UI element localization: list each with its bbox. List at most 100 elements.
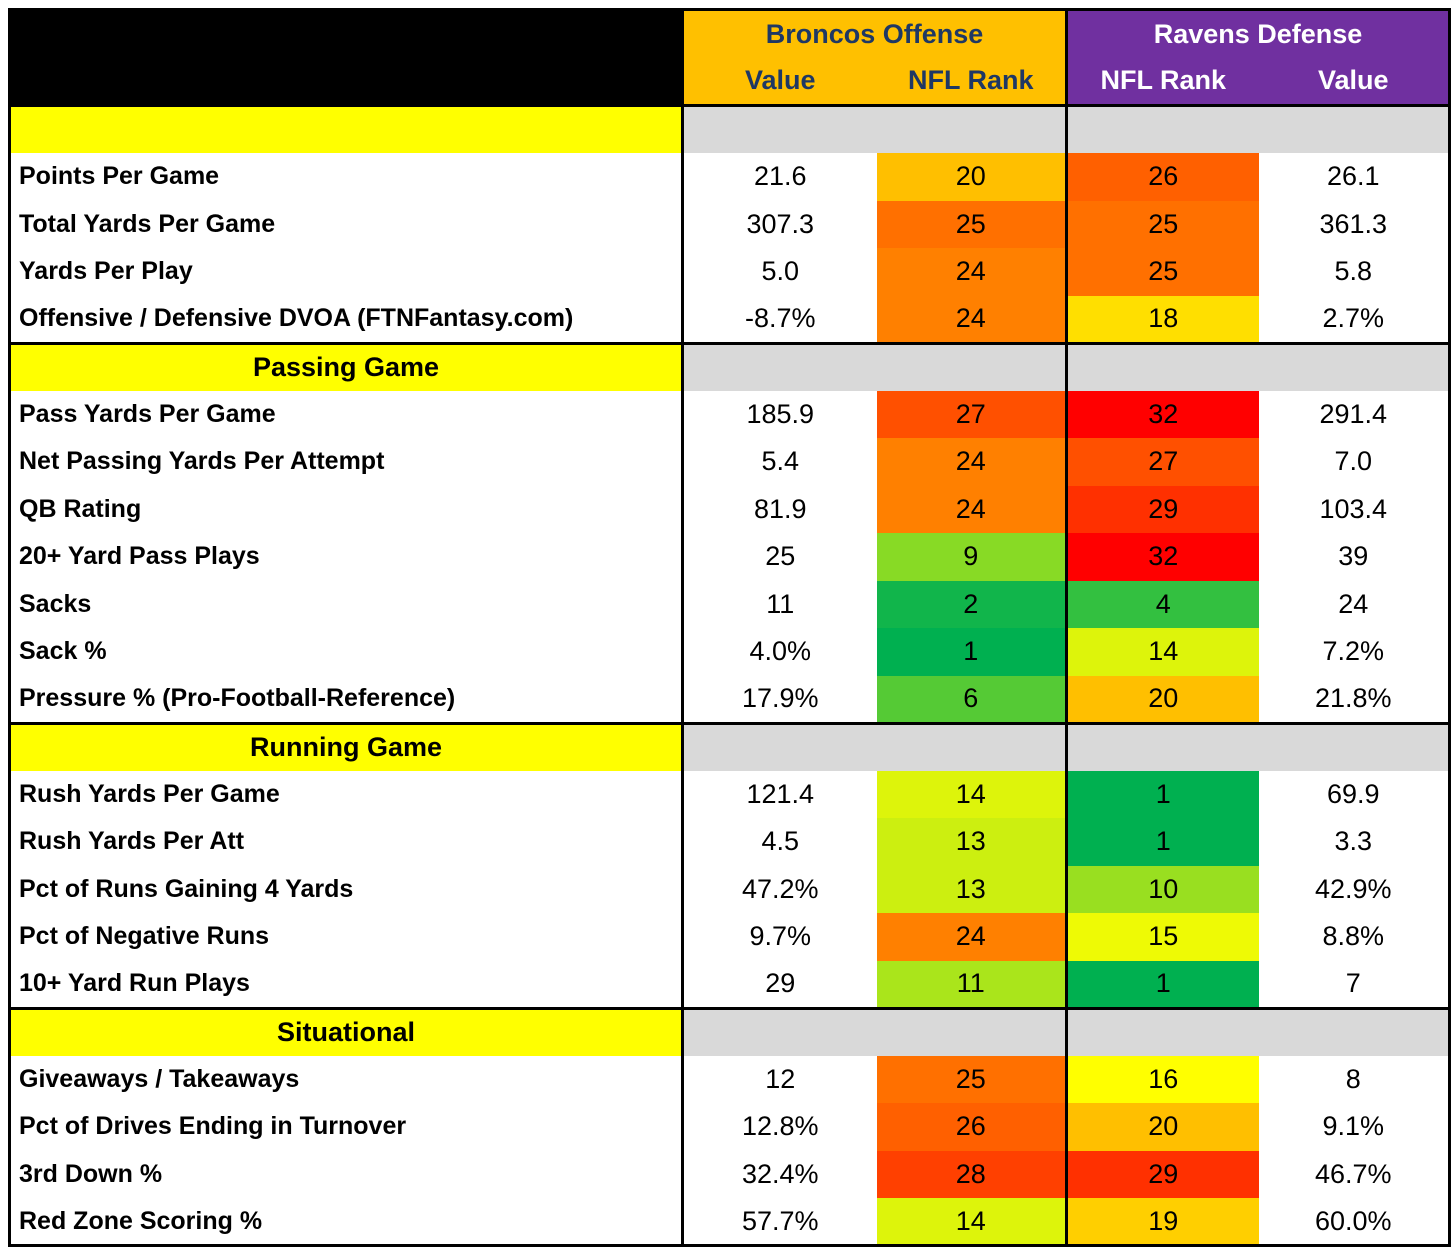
defense-rank: 1 (1066, 770, 1259, 818)
offense-value: 32.4% (741, 1158, 819, 1189)
offense-rank: 2 (876, 580, 1069, 628)
offense-value: 5.0 (761, 256, 800, 287)
offense-value: 57.7% (741, 1205, 819, 1236)
defense-value: 21.8% (1314, 683, 1392, 713)
offense-value: 5.4 (761, 446, 800, 477)
offense-value: 12 (765, 1063, 796, 1094)
defense-rank: 29 (1066, 485, 1259, 533)
column-header: NFL Rank (1066, 57, 1259, 106)
data-row: 10+ Yard Run Plays 29 11 1 7 (9, 960, 1450, 1008)
offense-value: 4.0% (749, 636, 812, 667)
offense-rank: 6 (876, 675, 1069, 723)
section-fill (682, 1006, 877, 1056)
section-row: Running Game (9, 721, 1450, 771)
data-row: Red Zone Scoring % 57.7% 14 19 60.0% (9, 1198, 1450, 1246)
stat-label: Pressure % (Pro-Football-Reference) (9, 675, 684, 723)
stat-label: 10+ Yard Run Plays (9, 960, 684, 1008)
section-fill (1066, 104, 1259, 153)
column-header: Value (1258, 57, 1450, 106)
defense-value: 291.4 (1319, 398, 1388, 429)
offense-value: 9.7% (749, 921, 812, 952)
offense-rank: 9 (876, 533, 1069, 581)
offense-rank: 24 (876, 248, 1069, 296)
defense-rank: 32 (1066, 533, 1259, 581)
section-fill (682, 341, 877, 391)
stat-label: 20+ Yard Pass Plays (9, 533, 684, 581)
matchup-table: Broncos Offense Ravens Defense Value NFL… (8, 8, 1452, 1247)
defense-value: 361.3 (1319, 208, 1388, 239)
offense-value: 12.8% (741, 1111, 819, 1142)
defense-value: 24 (1338, 588, 1369, 619)
defense-rank: 1 (1066, 818, 1259, 866)
stat-label: 3rd Down % (9, 1150, 684, 1198)
section-row: Passing Game (9, 341, 1450, 391)
data-row: Points Per Game 21.6 20 26 26.1 (9, 153, 1450, 201)
header-row: Value NFL Rank NFL Rank Value (10, 57, 1450, 106)
stat-label: Total Yards Per Game (9, 200, 684, 248)
offense-value: -8.7% (744, 303, 816, 333)
defense-rank: 20 (1066, 675, 1259, 723)
offense-value: 47.2% (741, 873, 819, 904)
defense-value: 8.8% (1322, 921, 1385, 952)
defense-value: 8 (1345, 1063, 1361, 1094)
data-row: Pct of Runs Gaining 4 Yards 47.2% 13 10 42.9… (9, 865, 1450, 913)
offense-rank: 11 (876, 960, 1069, 1008)
header-row: Broncos Offense Ravens Defense (9, 9, 1450, 106)
defense-rank: 15 (1066, 913, 1259, 961)
defense-rank: 4 (1066, 580, 1259, 628)
offense-value: 29 (765, 968, 796, 998)
offense-rank: 24 (876, 485, 1069, 533)
defense-value: 60.0% (1314, 1205, 1392, 1236)
stat-label: Pct of Runs Gaining 4 Yards (9, 865, 684, 913)
data-row: Total Yards Per Game 307.3 25 25 361.3 (9, 200, 1450, 248)
defense-value: 5.8 (1334, 256, 1373, 287)
defense-value: 7 (1345, 968, 1361, 998)
defense-rank: 26 (1066, 153, 1259, 201)
offense-rank: 27 (876, 390, 1069, 438)
offense-rank: 24 (876, 438, 1069, 486)
defense-rank: 27 (1066, 438, 1259, 486)
section-title (9, 104, 684, 153)
defense-rank: 14 (1066, 628, 1259, 676)
data-row: Net Passing Yards Per Attempt 5.4 24 27 7.0 (9, 438, 1450, 486)
section-fill (1258, 104, 1450, 153)
defense-rank: 29 (1066, 1150, 1259, 1198)
defense-rank: 25 (1066, 248, 1259, 296)
section-fill (1258, 1006, 1450, 1056)
section-fill (876, 721, 1069, 771)
stat-label: Points Per Game (9, 153, 684, 201)
defense-rank: 1 (1066, 960, 1259, 1008)
offense-value: 11 (766, 588, 795, 619)
offense-team: Broncos Offense (682, 9, 1069, 58)
stat-label: Net Passing Yards Per Attempt (9, 438, 684, 486)
defense-value: 42.9% (1314, 873, 1392, 904)
stat-label: Offensive / Defensive DVOA (FTNFantasy.c… (9, 295, 684, 343)
offense-value: 307.3 (746, 208, 815, 239)
section-fill (682, 721, 877, 771)
offense-value: 17.9% (741, 683, 819, 713)
stat-label: Yards Per Play (9, 248, 684, 296)
offense-rank: 1 (876, 628, 1069, 676)
data-row: Sack % 4.0% 1 14 7.2% (9, 628, 1450, 676)
section-fill (1066, 1006, 1259, 1056)
data-row: Sacks 11 2 4 24 (9, 580, 1450, 628)
offense-value: 185.9 (746, 398, 815, 429)
offense-value: 121.4 (746, 778, 815, 809)
data-row: Rush Yards Per Att 4.5 13 1 3.3 (9, 818, 1450, 866)
stat-label: Giveaways / Takeaways (9, 1055, 684, 1103)
offense-value: 25 (765, 541, 796, 572)
stat-label: Rush Yards Per Game (9, 770, 684, 818)
defense-rank: 18 (1066, 295, 1259, 343)
section-title: Passing Game (9, 341, 684, 391)
defense-value: 46.7% (1314, 1158, 1392, 1189)
offense-rank: 13 (876, 818, 1069, 866)
offense-rank: 14 (876, 1198, 1069, 1246)
offense-rank: 20 (876, 153, 1069, 201)
defense-rank: 16 (1066, 1055, 1259, 1103)
section-fill (1066, 721, 1259, 771)
section-fill (876, 1006, 1069, 1056)
section-title: Running Game (9, 721, 684, 771)
defense-rank: 32 (1066, 390, 1259, 438)
stat-label: Pct of Drives Ending in Turnover (9, 1103, 684, 1151)
